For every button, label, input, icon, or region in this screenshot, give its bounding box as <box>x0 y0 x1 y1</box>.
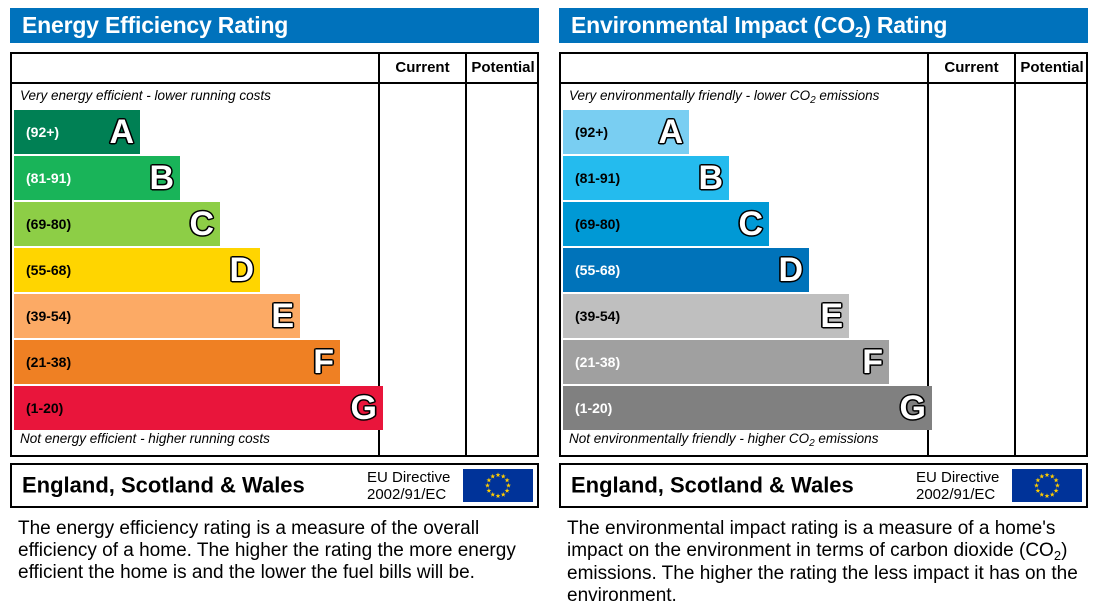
description-text-environmental-impact: The environmental impact rating is a mea… <box>567 518 1078 606</box>
rating-band-c: (69-80) C <box>14 202 220 246</box>
rating-table-energy-efficiency: Current Potential Very energy efficient - … <box>10 52 539 457</box>
rating-band-d: (55-68) D <box>563 248 809 292</box>
band-letter-b: B <box>697 159 724 197</box>
rating-band-c: (69-80) C <box>563 202 769 246</box>
rating-band-b: (81-91) B <box>563 156 729 200</box>
band-range-a: (92+) <box>575 124 609 140</box>
footer-region-label: England, Scotland & Wales <box>571 471 854 497</box>
column-divider-2 <box>465 54 467 455</box>
rating-table-environmental-impact: Current Potential Very environmentally fri… <box>559 52 1088 457</box>
band-range-b: (81-91) <box>26 170 72 186</box>
band-letter-c: C <box>737 205 764 243</box>
band-range-c: (69-80) <box>26 216 72 232</box>
band-range-g: (1-20) <box>26 400 64 416</box>
column-divider-2 <box>1014 54 1016 455</box>
column-header-potential: Potential <box>1020 59 1084 76</box>
column-header-current: Current <box>395 59 450 76</box>
eu-flag-icon <box>1012 469 1082 502</box>
rating-band-e: (39-54) E <box>563 294 849 338</box>
eu-flag-icon <box>463 469 533 502</box>
band-letter-a: A <box>657 113 684 151</box>
rating-band-f: (21-38) F <box>14 340 340 384</box>
band-letter-d: D <box>777 251 804 289</box>
rating-band-a: (92+) A <box>563 110 689 154</box>
caption-bottom: Not environmentally friendly - higher CO… <box>569 431 879 449</box>
panel-energy-efficiency: Energy Efficiency Rating Current Potential… <box>10 8 539 583</box>
chart-title-energy-efficiency: Energy Efficiency Rating <box>22 11 289 38</box>
band-range-f: (21-38) <box>575 354 621 370</box>
band-range-e: (39-54) <box>575 308 621 324</box>
rating-band-a: (92+) A <box>14 110 140 154</box>
band-range-a: (92+) <box>26 124 60 140</box>
caption-top: Very environmentally friendly - lower CO… <box>569 88 880 106</box>
band-letter-d: D <box>228 251 255 289</box>
table-header-row: Current Potential <box>12 54 537 84</box>
band-range-c: (69-80) <box>575 216 621 232</box>
chart-header-environmental-impact: Environmental Impact (CO2) Rating <box>559 8 1088 43</box>
panel-environmental-impact: Environmental Impact (CO2) Rating Current… <box>549 0 1098 613</box>
band-letter-f: F <box>861 343 884 381</box>
rating-band-g: (1-20) G <box>14 386 383 430</box>
band-letter-e: E <box>270 297 295 335</box>
footer-eu-directive: EU Directive 2002/91/EC <box>367 469 451 503</box>
column-divider-1 <box>927 54 929 455</box>
rating-band-e: (39-54) E <box>14 294 300 338</box>
footer-bar-environmental-impact: England, Scotland & Wales EU Directive 200… <box>559 463 1088 508</box>
column-header-potential: Potential <box>471 59 535 76</box>
band-letter-c: C <box>188 205 215 243</box>
rating-band-g: (1-20) G <box>563 386 932 430</box>
rating-band-b: (81-91) B <box>14 156 180 200</box>
rating-band-d: (55-68) D <box>14 248 260 292</box>
band-range-d: (55-68) <box>26 262 72 278</box>
band-letter-e: E <box>819 297 844 335</box>
footer-eu-directive: EU Directive 2002/91/EC <box>916 469 1000 503</box>
footer-bar-energy-efficiency: England, Scotland & Wales EU Directive 200… <box>10 463 539 508</box>
chart-header-energy-efficiency: Energy Efficiency Rating <box>10 8 539 43</box>
band-letter-a: A <box>108 113 135 151</box>
band-range-e: (39-54) <box>26 308 72 324</box>
band-range-f: (21-38) <box>26 354 72 370</box>
caption-bottom: Not energy efficient - higher running co… <box>20 431 270 446</box>
band-range-g: (1-20) <box>575 400 613 416</box>
band-letter-g: G <box>899 389 927 427</box>
table-header-row: Current Potential <box>561 54 1086 84</box>
footer-region-label: England, Scotland & Wales <box>22 471 305 497</box>
band-letter-g: G <box>350 389 378 427</box>
column-header-current: Current <box>944 59 999 76</box>
column-divider-1 <box>378 54 380 455</box>
band-range-b: (81-91) <box>575 170 621 186</box>
rating-band-f: (21-38) F <box>563 340 889 384</box>
description-text-energy-efficiency: The energy efficiency rating is a measur… <box>18 518 516 583</box>
chart-title-environmental-impact: Environmental Impact (CO2) Rating <box>571 11 948 41</box>
caption-top: Very energy efficient - lower running co… <box>20 88 271 103</box>
band-range-d: (55-68) <box>575 262 621 278</box>
band-letter-b: B <box>148 159 175 197</box>
band-letter-f: F <box>312 343 335 381</box>
